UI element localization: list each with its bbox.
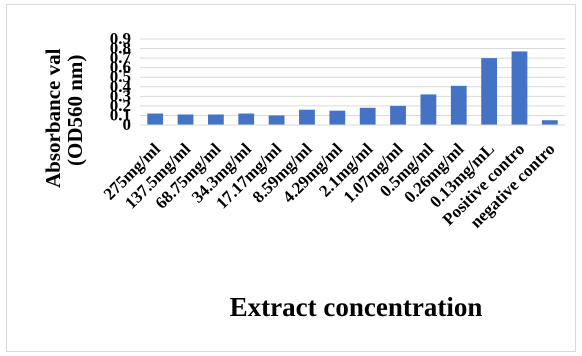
y-tick-label: 0 [123, 115, 132, 134]
bar [390, 105, 406, 125]
chart-frame [6, 4, 576, 352]
bar [450, 85, 467, 125]
gridlines [140, 38, 565, 116]
y-axis-title-line1: Absorbance val [41, 48, 65, 188]
bar [299, 109, 315, 125]
bar [359, 107, 376, 125]
y-tick-label: 0.1 [110, 105, 131, 124]
y-tick-label: 0.8 [110, 39, 131, 58]
bar [420, 94, 437, 125]
bar [541, 120, 558, 125]
bar [268, 115, 285, 125]
bar [238, 113, 255, 125]
y-tick-label: 0.2 [110, 96, 131, 115]
y-tick-label: 0.4 [110, 77, 132, 96]
bar [177, 114, 194, 125]
y-tick-label: 0.6 [110, 58, 131, 77]
bar [511, 51, 528, 125]
y-tick-label: 0.5 [110, 67, 131, 86]
x-axis-categories: 275mg/ml137.5mg/ml68.75mg/ml34.3mg/ml17.… [100, 139, 559, 232]
bar [208, 114, 224, 125]
bar [147, 113, 164, 125]
y-axis-ticks: 00.10.20.30.40.50.60.70.80.9 [110, 29, 132, 134]
bars [147, 51, 558, 125]
y-tick-label: 0.9 [110, 29, 131, 48]
bar [481, 58, 497, 125]
y-tick-label: 0.7 [110, 48, 132, 67]
y-tick-label: 0.3 [110, 86, 131, 105]
y-axis-title-line2: (OD560 nm) [63, 55, 87, 166]
bar [329, 110, 346, 125]
x-axis-title: Extract concentration [230, 292, 483, 322]
